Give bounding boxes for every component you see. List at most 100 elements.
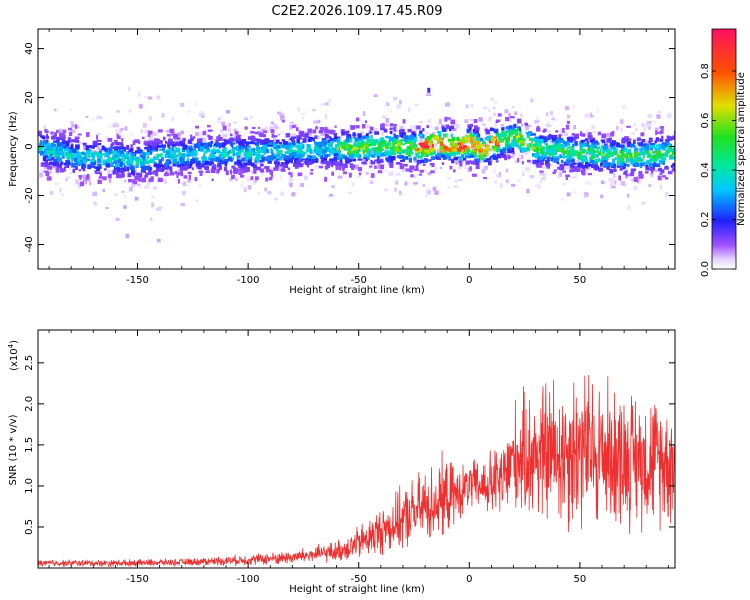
heatmap-cell bbox=[508, 132, 514, 136]
heatmap-cell bbox=[84, 180, 88, 185]
heatmap-cell bbox=[573, 136, 577, 140]
heatmap-cell bbox=[437, 149, 442, 154]
heatmap-cell bbox=[224, 153, 230, 157]
heatmap-cell bbox=[515, 133, 518, 137]
heatmap-cell bbox=[569, 137, 573, 142]
heatmap-cell bbox=[517, 127, 520, 130]
heatmap-cell bbox=[362, 149, 365, 155]
heatmap-cell bbox=[334, 136, 338, 139]
heatmap-cell bbox=[144, 166, 149, 170]
heatmap-cell bbox=[408, 153, 412, 157]
heatmap-cell bbox=[282, 155, 285, 161]
heatmap-cell bbox=[569, 146, 574, 149]
heatmap-cell bbox=[541, 151, 544, 157]
heatmap-cell bbox=[512, 151, 515, 155]
heatmap-cell bbox=[672, 147, 675, 151]
heatmap-cell bbox=[665, 192, 669, 197]
heatmap-cell bbox=[225, 170, 229, 176]
heatmap-cell bbox=[444, 116, 448, 122]
heatmap-cell bbox=[269, 155, 275, 160]
heatmap-cell bbox=[424, 150, 428, 153]
heatmap-cell bbox=[520, 113, 523, 118]
heatmap-cell bbox=[42, 156, 47, 162]
heatmap-cell bbox=[669, 154, 673, 157]
heatmap-cell bbox=[397, 145, 400, 148]
heatmap-cell bbox=[371, 138, 374, 144]
heatmap-cell bbox=[623, 141, 627, 147]
heatmap-cell bbox=[39, 142, 43, 147]
heatmap-cell bbox=[325, 162, 331, 166]
heatmap-cell bbox=[123, 205, 127, 209]
heatmap-cell bbox=[556, 138, 560, 142]
heatmap-cell bbox=[490, 97, 494, 101]
heatmap-cell bbox=[86, 132, 90, 137]
heatmap-cell bbox=[613, 173, 616, 179]
heatmap-cell bbox=[457, 142, 461, 146]
heatmap-cell bbox=[217, 117, 221, 121]
heatmap-cell bbox=[242, 142, 246, 147]
heatmap-cell bbox=[188, 174, 191, 180]
heatmap-cell bbox=[626, 125, 631, 128]
heatmap-cell bbox=[216, 120, 222, 124]
heatmap-cell bbox=[426, 93, 432, 96]
heatmap-cell bbox=[63, 162, 69, 166]
heatmap-cell bbox=[56, 142, 61, 148]
heatmap-cell bbox=[360, 149, 364, 153]
snr-x-tick-label: -50 bbox=[351, 574, 367, 585]
heatmap-cell bbox=[168, 134, 172, 139]
heatmap-cell bbox=[92, 160, 97, 166]
heatmap-cell bbox=[638, 179, 643, 184]
heatmap-cell bbox=[385, 144, 390, 150]
heatmap-cell bbox=[318, 130, 323, 134]
heatmap-cell bbox=[619, 127, 623, 133]
heatmap-cell bbox=[456, 148, 460, 152]
heatmap-cell bbox=[502, 148, 507, 154]
heatmap-cell bbox=[579, 152, 582, 156]
heatmap-cell bbox=[482, 141, 487, 144]
heatmap-cell bbox=[463, 133, 468, 137]
heatmap-cell bbox=[633, 168, 636, 171]
heatmap-cell bbox=[568, 165, 574, 171]
heatmap-cell bbox=[607, 163, 610, 167]
heatmap-cell bbox=[216, 136, 220, 140]
snr-y-tick-label: 1.0 bbox=[24, 478, 35, 494]
heatmap-cell bbox=[248, 159, 252, 165]
heatmap-cell bbox=[619, 168, 623, 171]
heatmap-cell bbox=[240, 147, 244, 153]
heatmap-cell bbox=[639, 150, 643, 156]
heatmap-cell bbox=[595, 165, 600, 170]
heatmap-cell bbox=[620, 144, 625, 148]
heatmap-cell bbox=[284, 160, 290, 165]
heatmap-cell bbox=[374, 142, 378, 145]
heatmap-cell bbox=[504, 155, 508, 161]
heatmap-cell bbox=[506, 144, 510, 149]
heatmap-cell bbox=[38, 146, 43, 151]
heatmap-cell bbox=[373, 94, 378, 97]
heatmap-cell bbox=[159, 148, 164, 151]
heatmap-cell bbox=[565, 124, 570, 130]
heatmap-cell bbox=[409, 168, 413, 173]
heatmap-cell bbox=[43, 139, 46, 143]
heatmap-cell bbox=[456, 150, 461, 155]
heatmap-cell bbox=[389, 130, 393, 134]
heatmap-cell bbox=[250, 116, 253, 119]
heatmap-cell bbox=[388, 109, 393, 113]
heatmap-cell bbox=[112, 151, 118, 156]
heatmap-cell bbox=[630, 143, 634, 146]
heatmap-cell bbox=[250, 131, 255, 134]
heatmap-cell bbox=[248, 154, 252, 160]
heatmap-cell bbox=[104, 136, 109, 139]
heatmap-cell bbox=[548, 130, 551, 134]
heatmap-cell bbox=[110, 149, 113, 155]
heatmap-cell bbox=[130, 182, 136, 188]
heatmap-cell bbox=[642, 154, 645, 158]
heatmap-cell bbox=[321, 151, 326, 155]
heatmap-cell bbox=[605, 157, 609, 161]
spectrogram-x-tick-label: -100 bbox=[237, 275, 260, 286]
heatmap-cell bbox=[133, 180, 138, 185]
heatmap-cell bbox=[130, 147, 134, 151]
heatmap-cell bbox=[225, 109, 231, 114]
heatmap-cell bbox=[85, 115, 89, 118]
heatmap-cell bbox=[75, 138, 78, 142]
heatmap-cell bbox=[337, 155, 341, 160]
